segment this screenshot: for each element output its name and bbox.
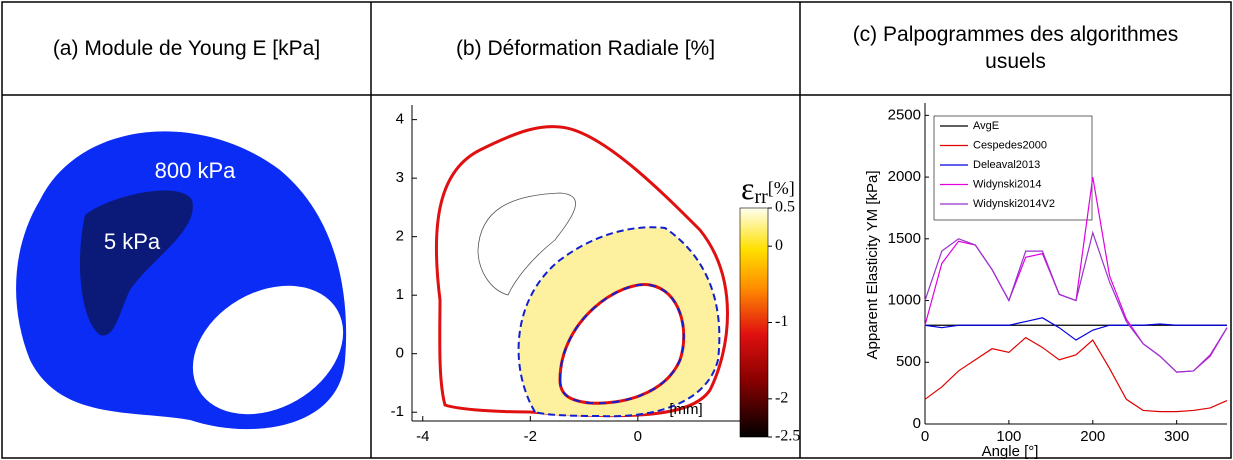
y-tick-label: 1000 bbox=[888, 292, 921, 309]
header-cell: (b) Déformation Radiale [%] bbox=[455, 36, 716, 60]
colorbar-tick-label: 0 bbox=[775, 237, 783, 254]
y-tick-label: 0 bbox=[396, 345, 404, 362]
legend-label: Deleaval2013 bbox=[973, 159, 1040, 171]
series-line bbox=[924, 317, 1227, 341]
y-tick-label: 0 bbox=[913, 415, 921, 432]
x-tick-label: 300 bbox=[1164, 428, 1189, 445]
colorbar-unit: [%] bbox=[768, 178, 795, 198]
y-tick-label: 2000 bbox=[888, 168, 921, 185]
panel-c: Angle [°] Apparent Elasticity YM [kPa] 0… bbox=[864, 103, 1228, 460]
legend-label: Cespedes2000 bbox=[973, 139, 1047, 151]
x-tick-label: -2 bbox=[524, 428, 537, 445]
y-tick-label: 500 bbox=[896, 353, 921, 370]
x-axis-label: Angle [°] bbox=[982, 443, 1039, 460]
panel-a: 800 kPa 5 kPa bbox=[16, 131, 347, 430]
header-cell: (c) Palpogrammes des algorithmes usuels bbox=[852, 23, 1179, 73]
y-tick-label: 1500 bbox=[888, 230, 921, 247]
x-tick-label: 100 bbox=[996, 428, 1021, 445]
y-tick-label: 3 bbox=[396, 169, 404, 186]
colorbar-label: εrr[%] bbox=[741, 170, 795, 207]
legend-label: AvgE bbox=[973, 120, 999, 132]
hole-contour-dash bbox=[558, 283, 685, 405]
y-tick-label: -1 bbox=[391, 403, 404, 420]
y-tick-label: 1 bbox=[396, 286, 404, 303]
hole bbox=[192, 285, 344, 415]
legend bbox=[933, 115, 1093, 221]
panel-b: εrr[%] [mm] -4 -2 0 -1 0 1 2 3 4 0.5 0 -1 -2 -2.5 bbox=[391, 105, 800, 445]
header-cell: (a) Module de Young E [kPa] bbox=[52, 36, 321, 60]
y-tick-label: 2500 bbox=[888, 106, 921, 123]
x-tick-label: 0 bbox=[921, 428, 929, 445]
colorbar-tick-label: -2 bbox=[775, 390, 788, 407]
inclusion-contour bbox=[477, 192, 576, 296]
series-line bbox=[924, 336, 1228, 413]
unit-label: [mm] bbox=[669, 401, 702, 418]
legend-label: Widynski2014 bbox=[973, 178, 1041, 190]
x-tick-label: -4 bbox=[416, 428, 429, 445]
x-tick-label: 0 bbox=[634, 428, 642, 445]
region-label: 5 kPa bbox=[104, 229, 161, 254]
y-tick-label: 4 bbox=[396, 111, 404, 128]
inner-region bbox=[80, 190, 193, 336]
legend-label: Widynski2014V2 bbox=[973, 198, 1055, 210]
region-label: 800 kPa bbox=[155, 158, 236, 183]
colorbar-tick-label: -1 bbox=[775, 313, 788, 330]
colorbar-tick-label: 0.5 bbox=[775, 199, 795, 216]
colorbar-subscript: rr bbox=[754, 186, 768, 208]
y-tick-label: 2 bbox=[396, 228, 404, 245]
colorbar-tick-label: -2.5 bbox=[775, 428, 800, 445]
colorbar-symbol: ε bbox=[741, 170, 754, 206]
x-tick-label: 200 bbox=[1080, 428, 1105, 445]
series-line bbox=[924, 230, 1228, 373]
y-axis-label: Apparent Elasticity YM [kPa] bbox=[864, 171, 881, 360]
colorbar bbox=[739, 207, 769, 438]
